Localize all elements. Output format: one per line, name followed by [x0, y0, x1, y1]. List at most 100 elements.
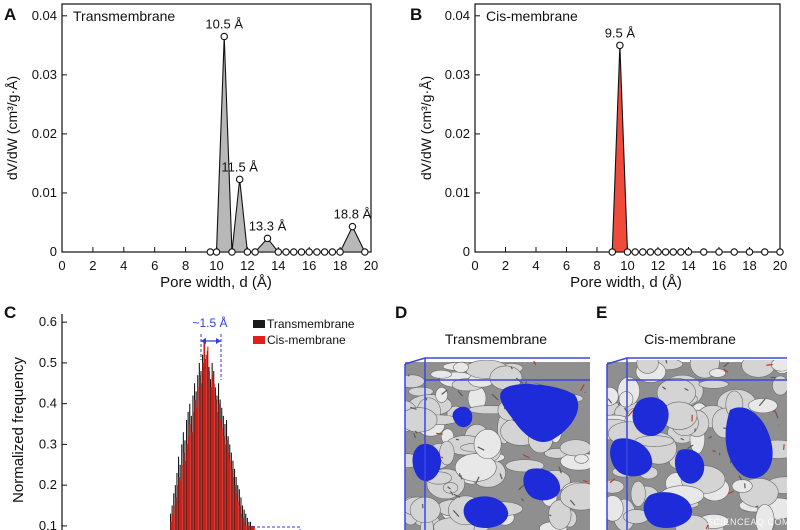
panel-b-x-tick-label: 16 [712, 258, 726, 273]
panel-e-surface-blob [748, 398, 778, 414]
histogram-bar-cis-membrane [200, 383, 202, 530]
histogram-bar-cis-membrane [220, 419, 222, 530]
panel-a-x-tick-label: 16 [302, 258, 316, 273]
panel-e-pore-4 [674, 449, 705, 484]
panel-b-x-tick-label: 18 [742, 258, 756, 273]
panel-b-data-point [661, 248, 670, 256]
panel-d-pore-5 [452, 406, 473, 428]
panel-d-surface-blob [453, 361, 469, 373]
panel-a-data-point [228, 248, 236, 256]
histogram-bar-cis-membrane [208, 371, 210, 530]
panel-d-bond [449, 490, 454, 496]
panel-b-x-tick-label: 0 [471, 258, 478, 273]
panel-b-data-point [616, 41, 624, 50]
panel-e-bond [687, 444, 694, 450]
panel-a-peak-label: 18.8 Å [334, 207, 372, 222]
panel-b-y-tick-label: 0 [463, 244, 470, 259]
panel-e-bond [607, 398, 613, 404]
panel-a-y-tick-label: 0.03 [32, 67, 57, 82]
panel-a-data-point [251, 248, 259, 256]
histogram-bar-cis-membrane [186, 444, 188, 530]
panel-e-surface-blob [771, 360, 787, 372]
panel-a-data-point [212, 248, 221, 256]
panel-b-y-tick-label: 0.02 [445, 126, 470, 141]
panel-d-pore-3 [463, 496, 509, 529]
panel-a-data-point [305, 248, 313, 256]
panel-d-bond [441, 389, 448, 395]
panel-b-data-point [631, 248, 639, 256]
panel-e-structure: Cis-membrane [606, 331, 787, 530]
panel-d-bond [453, 493, 461, 498]
panel-e-bond [738, 475, 743, 481]
panel-c-arrowhead-right [216, 338, 221, 344]
panel-a-x-axis-label: Pore width, d (Å) [160, 274, 272, 291]
histogram-bar-cis-membrane [199, 375, 201, 530]
panel-d-pore-4 [523, 468, 561, 501]
panel-c-chart: Normalized frequency Transmembrane Cis-m… [10, 314, 355, 530]
panel-c-y-tick-label: 0.6 [39, 314, 57, 329]
panel-a-data-point [282, 248, 290, 256]
panel-b-x-tick-label: 10 [620, 258, 634, 273]
panel-c-y-tick-label: 0.1 [39, 518, 57, 530]
panel-a-x-tick-label: 12 [240, 258, 254, 273]
panel-e-bond [772, 409, 776, 413]
histogram-bar-cis-membrane [192, 411, 194, 530]
panel-e-pore-5 [643, 492, 693, 529]
panel-d-bond [410, 406, 417, 410]
panel-e-bond [661, 386, 667, 390]
panel-e-bond [755, 505, 759, 508]
panel-d-bond [521, 498, 525, 502]
panel-b-data-point [760, 248, 769, 256]
panel-b-x-tick-label: 4 [532, 258, 539, 273]
panel-a-data-point [320, 248, 329, 256]
panel-d-bond [548, 514, 552, 517]
panel-b-data-point [646, 248, 655, 256]
panel-d-bond [425, 397, 428, 401]
panel-e-bond [723, 362, 729, 368]
histogram-bar-cis-membrane [183, 452, 185, 530]
histogram-bar-transmembrane [243, 509, 245, 530]
panel-a-x-tick-label: 2 [89, 258, 96, 273]
histogram-bar-transmembrane [246, 517, 248, 530]
legend-label-transmembrane: Transmembrane [267, 317, 355, 331]
panel-e-bond [617, 402, 621, 406]
panel-b-data-point [608, 248, 616, 256]
histogram-bar-cis-membrane [250, 525, 252, 530]
histogram-bar-cis-membrane [210, 387, 212, 530]
panel-d-pore-2 [412, 443, 442, 482]
histogram-bar-cis-membrane [180, 481, 182, 530]
panel-b-data-point [684, 248, 693, 256]
panel-e-bond [758, 398, 766, 407]
panel-b-chart: Cis-membrane Pore width, d (Å) dV/dW (cm… [418, 3, 787, 291]
panel-d-bond [460, 474, 463, 480]
panel-b-data-point [623, 248, 632, 256]
panel-e-box-edges [606, 357, 787, 530]
panel-a-peak-label: 10.5 Å [205, 16, 243, 31]
panel-a-data-point [336, 248, 344, 256]
panel-d-bond [407, 374, 410, 377]
panel-a-y-axis-label: dV/dW (cm³/g·Å) [4, 76, 20, 180]
panel-b-data-point [638, 248, 647, 256]
histogram-bar-cis-membrane [213, 383, 215, 530]
panel-e-surface-blob [636, 360, 659, 374]
panel-d-pore-1 [500, 384, 579, 442]
panel-d-bond [436, 432, 443, 435]
panel-b-x-tick-label: 14 [681, 258, 695, 273]
panel-e-bond [712, 449, 717, 453]
panel-e-title: Cis-membrane [644, 331, 736, 347]
panel-c-y-tick-label: 0.5 [39, 355, 57, 370]
panel-a-data-point [243, 248, 252, 256]
panel-d-bond [522, 454, 530, 459]
panel-d-surface-blob [435, 387, 448, 403]
histogram-bar-cis-membrane [226, 440, 228, 530]
panel-b-data-point [669, 248, 677, 256]
panel-c-y-tick-label: 0.4 [39, 396, 57, 411]
panel-c-width-annotation: ~1.5 Å [192, 315, 227, 330]
panel-d-surface-blob [439, 440, 455, 466]
panel-a-data-point [289, 248, 298, 256]
histogram-bar-cis-membrane [237, 501, 239, 530]
panel-a-data-point [348, 222, 357, 231]
panel-b-y-axis-label: dV/dW (cm³/g·Å) [418, 76, 434, 180]
histogram-bar-cis-membrane [176, 485, 178, 530]
histogram-bar-cis-membrane [223, 436, 225, 530]
